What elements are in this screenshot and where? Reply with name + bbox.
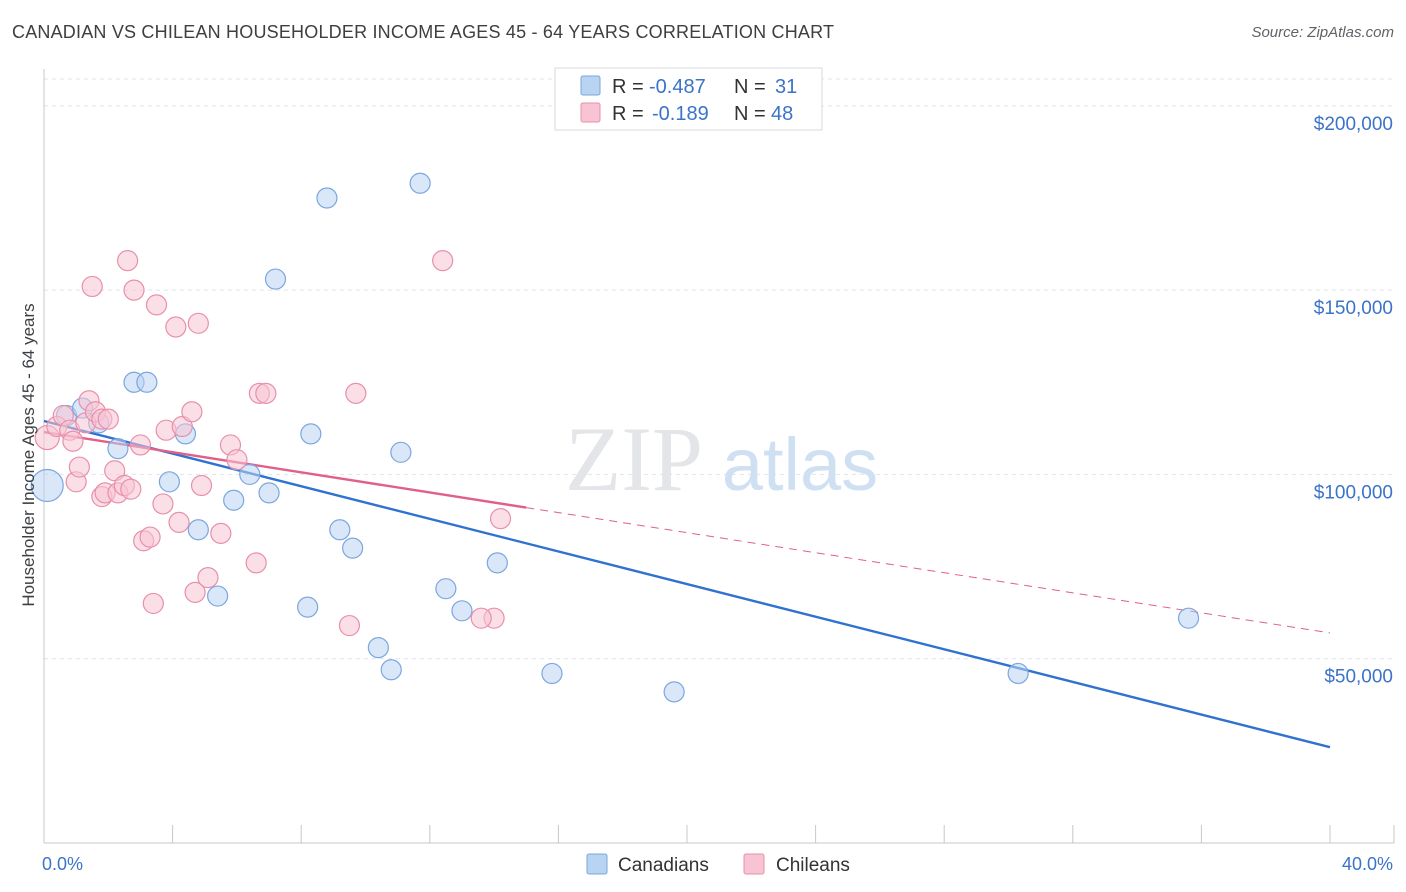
canadian-point xyxy=(107,438,129,460)
bottom-legend-label-canadians: Canadians xyxy=(618,855,709,876)
canadian-point xyxy=(1177,607,1200,629)
chilean-trend-line xyxy=(526,507,1331,634)
legend-swatch-chileans xyxy=(580,102,601,123)
chilean-point xyxy=(432,250,454,272)
chilean-point xyxy=(226,449,248,471)
canadian-point xyxy=(380,659,402,681)
canadian-point xyxy=(158,471,180,493)
canadian-point xyxy=(300,423,322,445)
chilean-point xyxy=(255,382,277,404)
canadian-point xyxy=(187,519,209,541)
legend-n-label-chileans: N = xyxy=(734,103,766,125)
canadian-point xyxy=(258,482,280,504)
canadian-point xyxy=(1007,662,1029,685)
y-tick-label: $150,000 xyxy=(1314,298,1393,319)
bottom-legend: Canadians Chileans xyxy=(586,853,850,876)
canadian-point xyxy=(486,552,508,574)
canadian-point xyxy=(223,489,245,511)
chilean-point xyxy=(129,434,152,456)
canadian-point xyxy=(329,519,351,541)
x-tick-label: 0.0% xyxy=(42,854,83,874)
chilean-point xyxy=(145,294,168,316)
legend-r-value-chileans: -0.189 xyxy=(652,103,709,125)
legend-swatch-canadians xyxy=(580,75,601,96)
canadian-point xyxy=(451,600,473,622)
chilean-point xyxy=(152,493,174,515)
chilean-point xyxy=(116,250,139,272)
top-legend: R = -0.487 N = 31 R = -0.189 N = 48 xyxy=(554,67,823,131)
source-label: Source: ZipAtlas.com xyxy=(1251,24,1394,41)
canadian-point xyxy=(316,187,338,209)
points-layer xyxy=(30,172,1200,703)
legend-n-value-chileans: 48 xyxy=(771,103,793,125)
legend-r-label-chileans: R = xyxy=(612,103,644,125)
watermark: ZIP atlas xyxy=(565,408,878,510)
chilean-point xyxy=(489,508,512,530)
legend-r-value-canadians: -0.487 xyxy=(649,76,706,98)
canadian-point xyxy=(390,441,412,463)
legend-n-label-canadians: N = xyxy=(734,76,766,98)
chilean-point xyxy=(470,607,492,629)
chilean-point xyxy=(187,312,209,334)
canadian-point xyxy=(297,596,319,618)
watermark-zip: ZIP xyxy=(565,408,703,510)
canadian-point xyxy=(409,172,431,194)
axes-layer: $50,000 $100,000 $150,000 $200,000 0.0% 40.0% xyxy=(42,69,1395,874)
chilean-point xyxy=(245,552,267,574)
chilean-point xyxy=(165,316,187,338)
canadian-point xyxy=(342,537,364,559)
x-tick-label: 40.0% xyxy=(1342,854,1393,874)
y-tick-label: $50,000 xyxy=(1324,667,1393,688)
legend-n-value-canadians: 31 xyxy=(775,76,797,98)
y-axis-title: Householder Income Ages 45 - 64 years xyxy=(19,303,38,606)
chilean-point xyxy=(190,474,213,497)
grid-layer xyxy=(44,78,1394,660)
chilean-point xyxy=(97,408,119,430)
chilean-point xyxy=(142,592,164,615)
canadian-point xyxy=(207,585,229,607)
chilean-point xyxy=(345,382,367,404)
chilean-point xyxy=(210,522,232,545)
chilean-point xyxy=(184,581,206,603)
chilean-point xyxy=(338,614,361,637)
canadian-point xyxy=(541,662,563,685)
y-tick-label: $100,000 xyxy=(1314,482,1393,503)
chilean-point xyxy=(123,279,145,301)
chart-title: CANADIAN VS CHILEAN HOUSEHOLDER INCOME A… xyxy=(12,22,835,42)
canadian-point xyxy=(367,637,389,659)
chilean-point xyxy=(81,275,103,298)
chilean-point xyxy=(104,460,126,482)
bottom-legend-swatch-chileans xyxy=(743,853,765,875)
chilean-point xyxy=(62,430,84,452)
legend-r-label-canadians: R = xyxy=(612,76,644,98)
canadian-point xyxy=(264,268,287,290)
canadian-point xyxy=(239,463,261,486)
canadian-point xyxy=(663,681,685,703)
canadian-point xyxy=(435,578,457,600)
canadian-point xyxy=(136,371,158,393)
y-tick-label: $200,000 xyxy=(1314,114,1393,135)
chilean-point xyxy=(181,401,203,423)
bottom-legend-swatch-canadians xyxy=(586,853,608,875)
chilean-point xyxy=(139,526,161,548)
watermark-atlas: atlas xyxy=(722,423,878,506)
canadian-point xyxy=(30,468,64,503)
chilean-point xyxy=(120,478,142,500)
chilean-point xyxy=(168,511,190,533)
chilean-point xyxy=(68,456,90,478)
chilean-point xyxy=(197,567,219,589)
chilean-point xyxy=(171,415,193,438)
bottom-legend-label-chileans: Chileans xyxy=(776,855,850,876)
